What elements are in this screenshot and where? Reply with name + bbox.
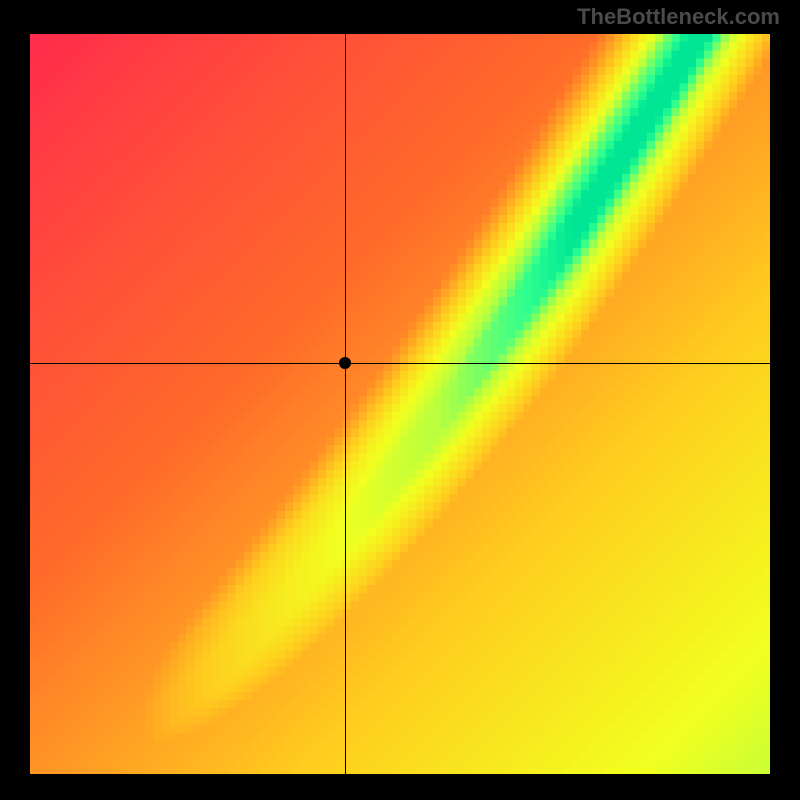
watermark-text: TheBottleneck.com [577, 4, 780, 30]
heatmap-canvas [30, 34, 770, 774]
heatmap-chart [30, 34, 770, 774]
